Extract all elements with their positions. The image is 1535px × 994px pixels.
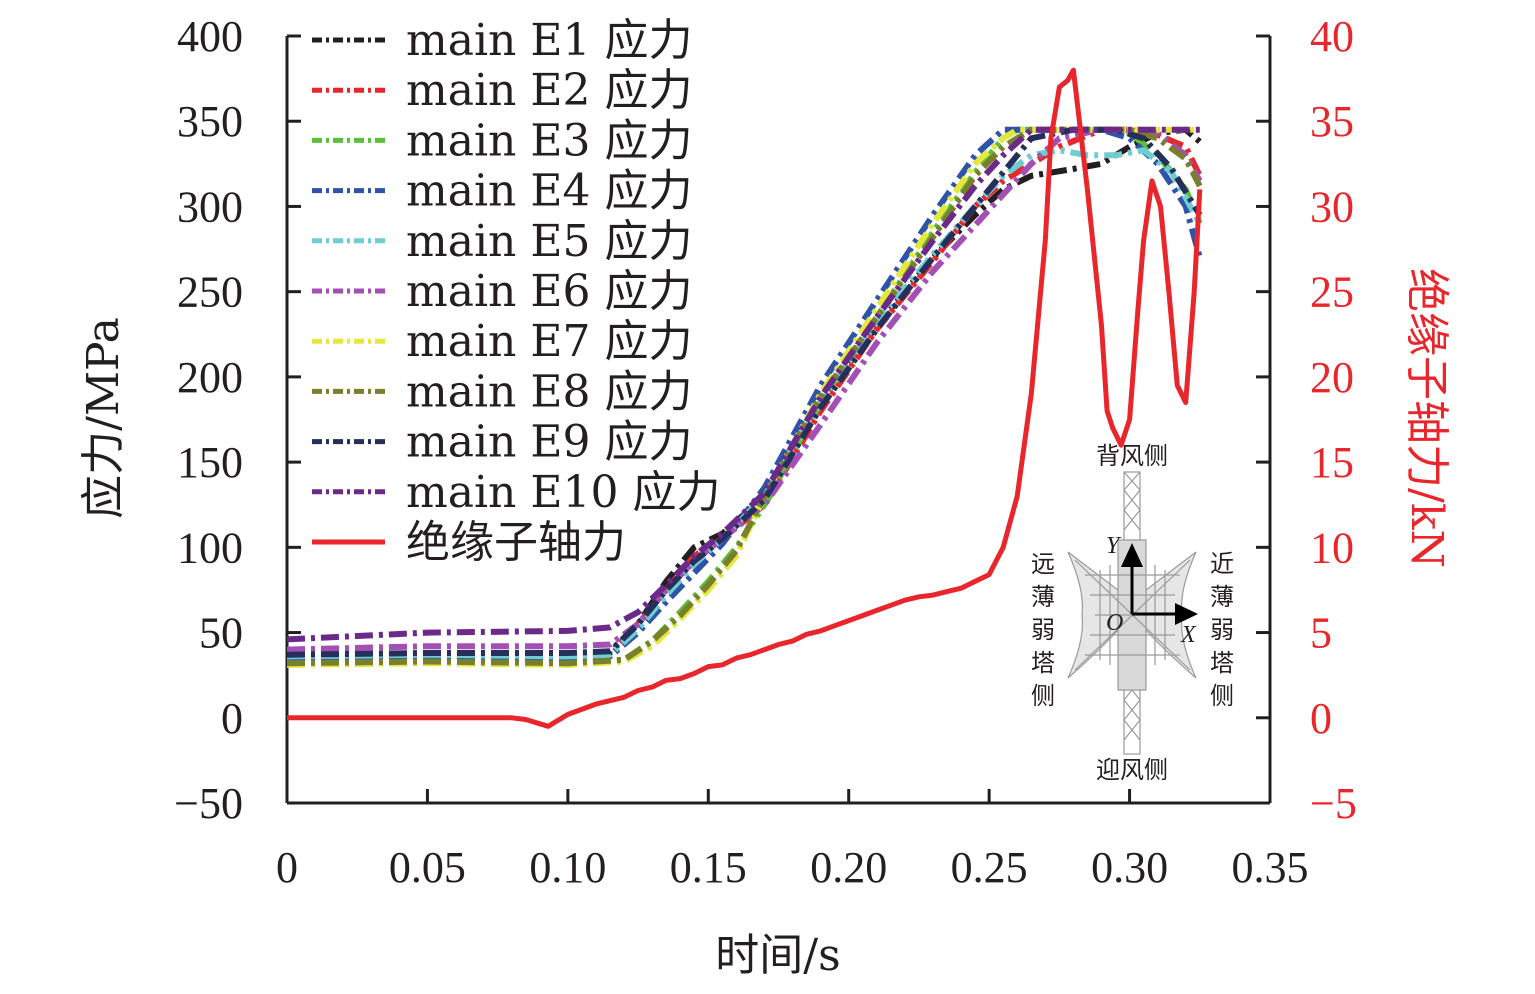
y-tick-label-left: 250	[177, 268, 243, 317]
inset-vertical-char: 薄	[1210, 583, 1234, 611]
legend-label: main E8 应力	[406, 366, 692, 417]
y-ticks-right: 40 35 30 25 20 15 10 5 0 −5	[1256, 12, 1357, 828]
legend-item: main E5 应力	[312, 216, 692, 267]
legend-item: main E1 应力	[312, 15, 692, 66]
y-axis-title-right: 绝缘子轴力/kN	[1401, 268, 1452, 568]
y-tick-label-right: 5	[1310, 609, 1332, 658]
y-tick-label-left: 400	[177, 12, 243, 61]
inset-vertical-char: 侧	[1210, 682, 1234, 710]
legend-label: main E1 应力	[406, 15, 692, 66]
inset-origin-label: O	[1106, 610, 1123, 636]
x-tick-label: 0.15	[670, 843, 747, 892]
x-tick-label: 0	[276, 843, 298, 892]
y-tick-label-right: 10	[1310, 523, 1354, 572]
y-tick-label-left: −50	[174, 779, 243, 828]
y-tick-label-right: 35	[1310, 97, 1354, 146]
inset-vertical-char: 塔	[1210, 649, 1234, 677]
legend-label: main E4 应力	[406, 166, 692, 217]
legend-label: main E3 应力	[406, 115, 692, 166]
y-tick-label-left: 200	[177, 353, 243, 402]
legend-item: main E9 应力	[312, 417, 692, 468]
inset-label-leeward: 背风侧	[1096, 442, 1168, 470]
inset-y-label: Y	[1106, 533, 1122, 559]
y-tick-label-left: 0	[221, 694, 243, 743]
inset-x-arrowhead-icon	[1175, 603, 1198, 625]
series-line-2	[287, 126, 1203, 662]
legend-item: main E2 应力	[312, 65, 692, 116]
inset-vertical-char: 侧	[1031, 682, 1055, 710]
x-ticks: 0 0.05 0.10 0.15 0.20 0.25 0.30 0.35	[276, 789, 1309, 892]
y-tick-label-right: 30	[1310, 182, 1354, 231]
legend-item: main E3 应力	[312, 115, 692, 166]
x-tick-label: 0.35	[1232, 843, 1309, 892]
inset-x-label: X	[1180, 622, 1197, 648]
legend-label: main E10 应力	[406, 467, 720, 518]
legend-label: main E5 应力	[406, 216, 692, 267]
y-tick-label-right: 20	[1310, 353, 1354, 402]
legend-label: main E7 应力	[406, 316, 692, 367]
legend-label: main E2 应力	[406, 65, 692, 116]
legend-label: main E9 应力	[406, 417, 692, 468]
inset-vertical-char: 薄	[1031, 583, 1055, 611]
y-tick-label-left: 300	[177, 182, 243, 231]
legend-item: main E8 应力	[312, 366, 692, 417]
y-tick-label-left: 350	[177, 97, 243, 146]
x-tick-label: 0.25	[951, 843, 1028, 892]
y-tick-label-right: 40	[1310, 12, 1354, 61]
inset-vertical-char: 弱	[1210, 616, 1234, 644]
legend-label: main E6 应力	[406, 266, 692, 317]
y-ticks-left: 400 350 300 250 200 150 100 50 0 −50	[174, 12, 301, 828]
x-tick-label: 0.10	[529, 843, 606, 892]
series-line-10	[287, 126, 1200, 643]
inset-vertical-char: 近	[1210, 550, 1234, 578]
legend-item: main E4 应力	[312, 166, 692, 217]
x-axis-title: 时间/s	[715, 930, 840, 981]
inset-vertical-char: 弱	[1031, 616, 1055, 644]
legend-item: main E6 应力	[312, 266, 692, 317]
legend-item: main E10 应力	[312, 467, 720, 518]
legend-label: 绝缘子轴力	[406, 517, 626, 568]
y-tick-label-right: 15	[1310, 438, 1354, 487]
legend-item: main E7 应力	[312, 316, 692, 367]
y-tick-label-right: −5	[1310, 779, 1357, 828]
inset-vertical-char: 塔	[1031, 649, 1055, 677]
y-tick-label-left: 150	[177, 438, 243, 487]
y-tick-label-left: 50	[199, 609, 243, 658]
series-group	[287, 67, 1203, 729]
x-tick-label: 0.05	[389, 843, 466, 892]
y-tick-label-left: 100	[177, 523, 243, 572]
x-tick-label: 0.20	[810, 843, 887, 892]
legend-item: 绝缘子轴力	[312, 517, 626, 568]
inset-vertical-char: 远	[1031, 550, 1055, 578]
y-axis-title-left: 应力/MPa	[78, 317, 129, 519]
series-line-11	[287, 67, 1203, 729]
inset-label-windward: 迎风侧	[1096, 756, 1168, 784]
x-tick-label: 0.30	[1091, 843, 1168, 892]
axes	[285, 36, 1272, 805]
y-tick-label-right: 25	[1310, 268, 1354, 317]
y-tick-label-right: 0	[1310, 694, 1332, 743]
inset-y-arrowhead-icon	[1121, 543, 1143, 567]
